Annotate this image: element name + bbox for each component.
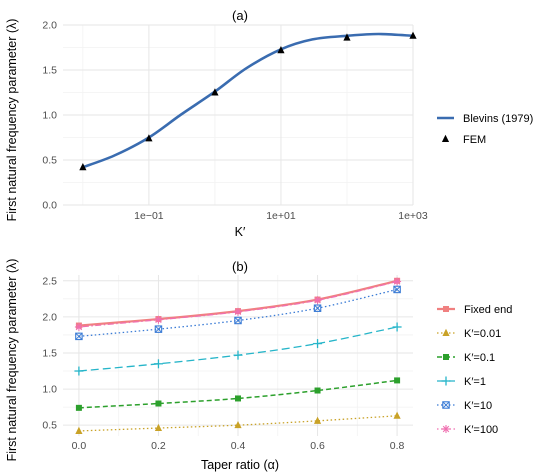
series-k-0-1-point: [394, 377, 401, 384]
panel-b: (b) 0.5 1.0 1.5 2.0 2.5 0.0 0.2 0.4 0.6 0.8 Tape…: [5, 259, 512, 472]
panel-b-y-tick-label: 0.5: [42, 420, 57, 432]
panel-a-legend: Blevins (1979) FEM: [437, 113, 533, 146]
legend-key-fem: [441, 134, 450, 142]
panel-a-x-tick-label: 1e+01: [266, 210, 296, 222]
series-k-10-point: [154, 325, 163, 333]
series-k-1-point: [153, 359, 163, 369]
panel-a-grid: [63, 24, 414, 206]
series-k-0-1-point: [314, 387, 321, 394]
series-k-100-point: [313, 296, 322, 305]
legend-key-marker-k-100: [442, 425, 450, 433]
panel-a-y-tick-label: 1.0: [42, 110, 57, 122]
panel-a-title: (a): [232, 8, 248, 23]
panel-b-x-tick-label: 0.2: [151, 440, 166, 452]
series-k-1-point: [74, 366, 84, 376]
series-k-100-point: [154, 315, 163, 324]
legend-label-k-10: K′=10: [464, 400, 492, 412]
legend-label-fixed-end: Fixed end: [464, 304, 512, 316]
series-k-0-1-point: [235, 395, 241, 402]
series-k-10-point: [234, 316, 242, 325]
legend-item-fixed-end: Fixed end: [437, 304, 512, 316]
series-k-1-point: [313, 339, 323, 349]
panel-a-x-ticks: 1e−01 1e+01 1e+03: [134, 210, 428, 222]
legend-key-marker-k-1: [441, 376, 451, 386]
series-fem-point: [211, 88, 219, 96]
panel-a-x-tick-label: 1e+03: [398, 210, 428, 222]
panel-a-y-axis-label: First natural frequency parameter (λ): [5, 19, 19, 222]
series-k-1-point: [233, 350, 243, 360]
series-fem-point: [145, 134, 153, 142]
panel-a-y-ticks: 0.0 0.5 1.0 1.5 2.0: [42, 20, 57, 212]
series-k-0-01-point: [75, 426, 83, 434]
series-k-0-01-point: [234, 420, 242, 429]
panel-b-x-axis-label: Taper ratio (α): [201, 458, 279, 472]
legend-item-k-100: K′=100: [437, 424, 498, 436]
legend-key-marker-fixed-end: [443, 306, 449, 312]
legend-item-k-0-01: K′=0.01: [437, 328, 501, 340]
panel-b-series: [74, 277, 402, 434]
series-k-0-1-line: [78, 379, 398, 409]
panel-a-series: [79, 31, 417, 171]
panel-b-y-ticks: 0.5 1.0 1.5 2.0 2.5: [42, 275, 57, 431]
series-fem-point: [343, 33, 351, 41]
series-fem-point: [277, 46, 285, 54]
panel-b-x-tick-label: 0.4: [231, 440, 246, 452]
legend-item-fem: FEM: [441, 134, 486, 146]
legend-label-k-0-1: K′=0.1: [464, 352, 495, 364]
panel-b-y-tick-label: 1.5: [42, 347, 57, 359]
series-k-100-point: [74, 322, 83, 331]
panel-a-y-tick-label: 0.5: [42, 155, 57, 167]
panel-a-x-axis-label: K′: [235, 225, 246, 239]
series-k-10-point: [393, 285, 401, 294]
series-k-1-point: [392, 322, 402, 332]
series-fem-point: [409, 31, 417, 39]
panel-b-x-tick-label: 0.0: [72, 440, 87, 452]
legend-label-fem: FEM: [463, 134, 486, 146]
legend-label-k-0-01: K′=0.01: [464, 328, 501, 340]
panel-b-legend: Fixed end K′=0.01 K′=0.1 K′=1 K′=10 K′=100: [437, 304, 512, 436]
panel-a: (a) 0.0 0.5 1.0 1.5 2.0 1e−01 1e+01 1e+03 K′ F…: [5, 8, 533, 239]
legend-item-blevins-1979: Blevins (1979): [437, 113, 533, 125]
legend-key-marker-k-0-1: [443, 354, 449, 360]
panel-b-x-tick-label: 0.6: [310, 440, 325, 452]
legend-label-blevins-1979: Blevins (1979): [463, 113, 533, 125]
legend-item-k-0-1: K′=0.1: [437, 352, 495, 364]
series-k-0-01-line: [78, 415, 398, 432]
panel-b-y-tick-label: 2.0: [42, 311, 57, 323]
panel-b-y-axis-label: First natural frequency parameter (λ): [5, 259, 19, 462]
series-k-10-point: [313, 304, 322, 312]
series-k-0-01-point: [313, 416, 322, 424]
series-k-0-01-point: [154, 423, 163, 432]
panel-b-x-ticks: 0.0 0.2 0.4 0.6 0.8: [72, 440, 405, 452]
legend-key-marker-k-10: [442, 401, 450, 409]
legend-item-k-10: K′=10: [437, 400, 492, 412]
panel-b-title: (b): [232, 259, 248, 274]
series-k-10-line: [78, 288, 398, 338]
series-blevins-1979-line: [82, 32, 414, 169]
series-k-100-point: [393, 277, 402, 286]
series-k-0-1-point: [75, 404, 82, 411]
panel-b-y-tick-label: 1.0: [42, 384, 57, 396]
panel-a-y-tick-label: 0.0: [42, 200, 57, 212]
legend-label-k-1: K′=1: [464, 376, 486, 388]
legend-label-k-100: K′=100: [464, 424, 498, 436]
series-k-0-01-point: [393, 411, 401, 419]
series-k-0-1-point: [155, 400, 162, 407]
panel-b-y-tick-label: 2.5: [42, 275, 57, 287]
panel-a-x-tick-label: 1e−01: [134, 210, 164, 222]
panel-b-x-tick-label: 0.8: [390, 440, 405, 452]
panel-a-y-tick-label: 2.0: [42, 20, 57, 32]
series-fem-point: [79, 163, 87, 171]
legend-key-marker-k-0-01: [442, 328, 450, 336]
panel-a-y-tick-label: 1.5: [42, 65, 57, 77]
legend-item-k-1: K′=1: [437, 376, 486, 388]
series-k-100-point: [234, 307, 242, 316]
series-k-10-point: [75, 332, 83, 341]
